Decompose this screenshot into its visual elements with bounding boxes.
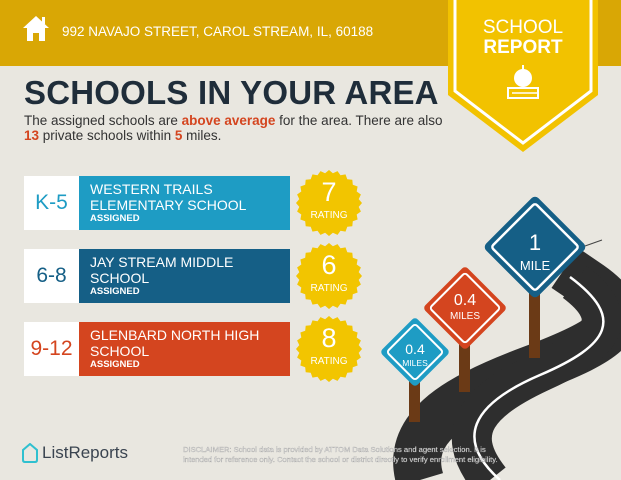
badge-line1: SCHOOL	[482, 17, 564, 38]
sign-3-unit: MILE	[519, 258, 551, 273]
school-info: JAY STREAM MIDDLE SCHOOL ASSIGNED	[79, 249, 290, 303]
school-name: JAY STREAM MIDDLE SCHOOL	[90, 254, 234, 286]
rating-seal-icon	[296, 316, 362, 382]
sign-1-distance: 0.4	[405, 341, 425, 357]
listreports-logo-icon	[22, 443, 38, 463]
apple-on-book-icon	[507, 65, 539, 99]
listreports-logo: ListReports	[22, 443, 128, 463]
sign-posts	[409, 290, 540, 422]
rating-seal-icon	[296, 243, 362, 309]
school-name: WESTERN TRAILS ELEMENTARY SCHOOL	[90, 181, 247, 213]
property-address: 992 NAVAJO STREET, CAROL STREAM, IL, 601…	[62, 24, 374, 39]
sign-0-4-miles-red	[424, 267, 506, 349]
rating-label: RATING	[310, 356, 348, 367]
rating-value: 7	[321, 177, 337, 207]
rating-value: 8	[321, 323, 337, 353]
rating-value: 6	[321, 250, 337, 280]
sign-2-unit: MILES	[449, 311, 480, 322]
school-report-badge	[448, 0, 598, 152]
assignment-status: ASSIGNED	[90, 213, 140, 224]
school-row: 9-12 GLENBARD NORTH HIGH SCHOOL ASSIGNED …	[24, 316, 362, 382]
sign-3-distance: 1	[528, 230, 542, 255]
school-info: WESTERN TRAILS ELEMENTARY SCHOOL ASSIGNED	[79, 176, 290, 230]
house-icon	[23, 16, 49, 41]
school-row: K-5 WESTERN TRAILS ELEMENTARY SCHOOL ASSI…	[24, 170, 362, 236]
rating-label: RATING	[310, 210, 348, 221]
disclaimer: DISCLAIMER: School data is provided by A…	[183, 445, 498, 464]
sign-1-mile	[484, 196, 586, 298]
sign-1-unit: MILES	[402, 358, 428, 368]
grade-range: 6-8	[24, 249, 79, 303]
rating-seal-icon	[296, 170, 362, 236]
school-row: 6-8 JAY STREAM MIDDLE SCHOOL ASSIGNED 6 R…	[24, 243, 362, 309]
intro-text: The assigned schools are above average f…	[24, 113, 443, 143]
sign-2-distance: 0.4	[453, 292, 477, 309]
grade-range: 9-12	[24, 322, 79, 376]
school-info: GLENBARD NORTH HIGH SCHOOL ASSIGNED	[79, 322, 290, 376]
sign-0-4-miles-blue	[381, 318, 449, 386]
rating-label: RATING	[310, 283, 348, 294]
page-title: SCHOOLS IN YOUR AREA	[24, 74, 439, 111]
assignment-status: ASSIGNED	[90, 359, 140, 370]
grade-range: K-5	[24, 176, 79, 230]
school-name: GLENBARD NORTH HIGH SCHOOL	[90, 327, 260, 359]
badge-line2: REPORT	[483, 37, 563, 58]
assignment-status: ASSIGNED	[90, 286, 140, 297]
